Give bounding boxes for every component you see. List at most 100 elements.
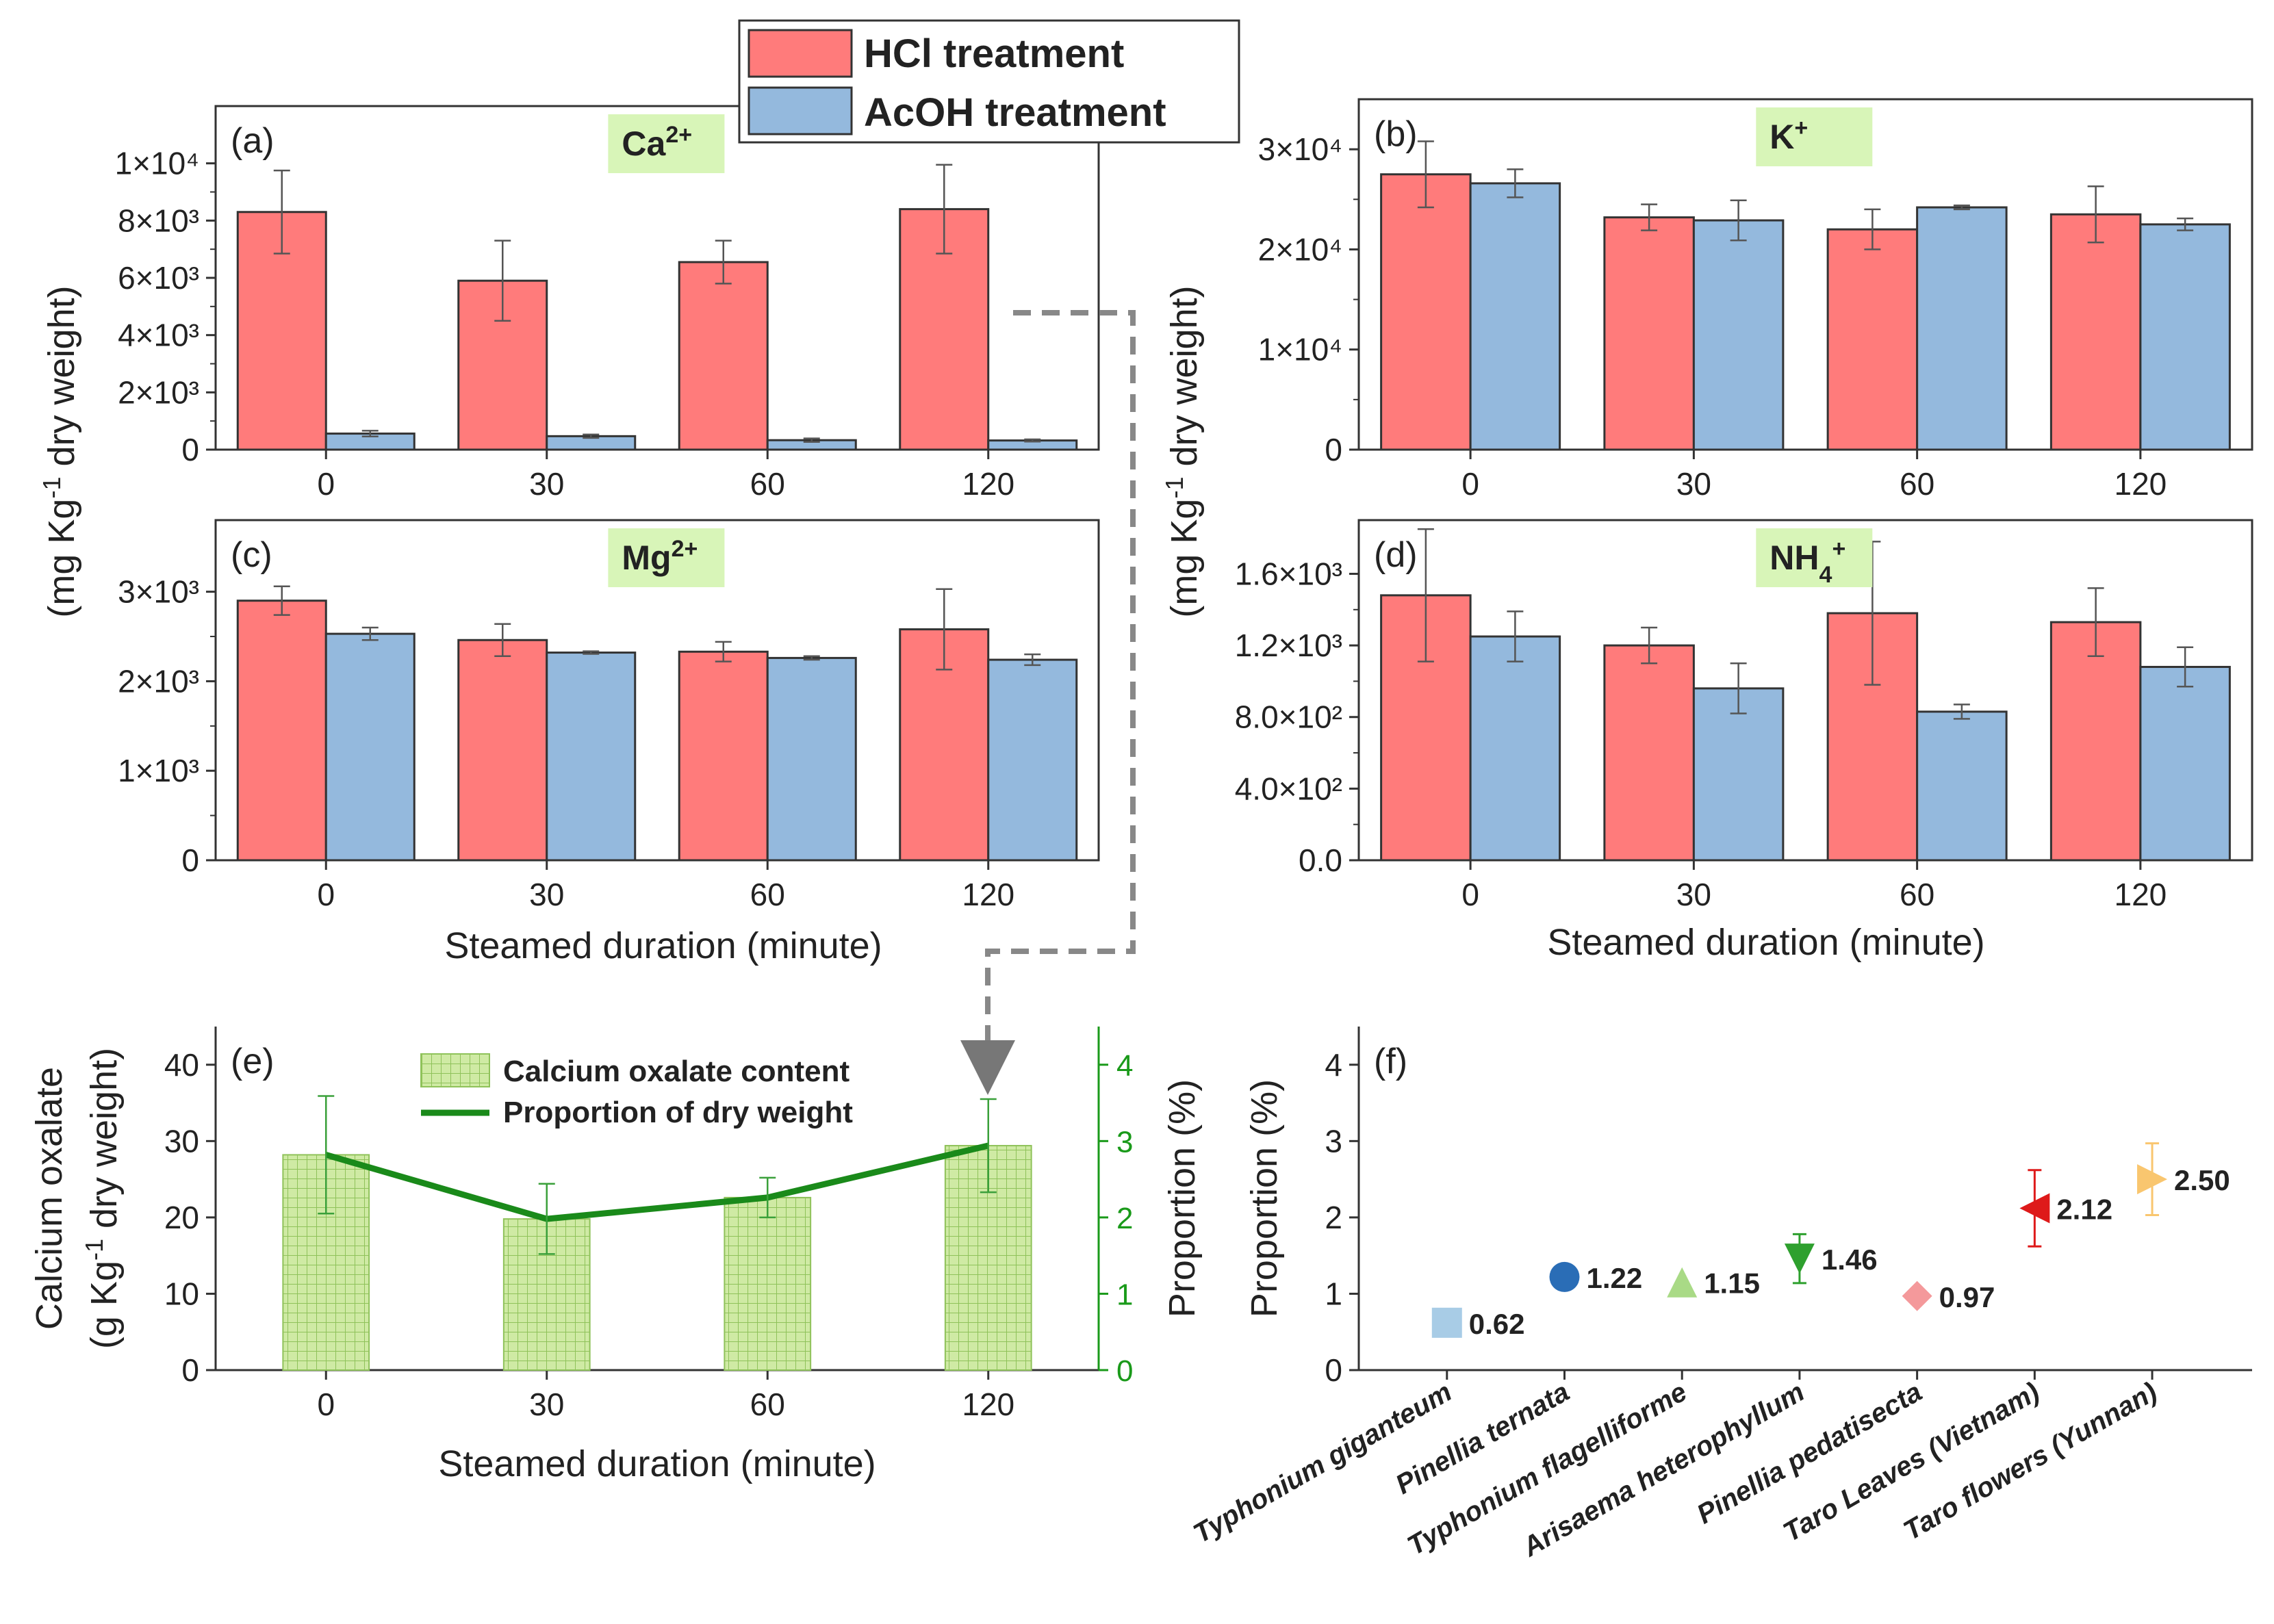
bar-acoh bbox=[987, 658, 1078, 862]
ytick-label: 3×10³ bbox=[118, 574, 199, 610]
ion-label-bg bbox=[608, 528, 725, 587]
panel-b-potassium: 0 1×10⁴ 2×10⁴ 3×10⁴ 0 30 60 120 (b) K+ bbox=[1258, 98, 2253, 502]
panel-d-frame bbox=[1357, 519, 2253, 862]
xlabel-right-block: Steamed duration (minute) bbox=[1547, 922, 1984, 963]
value-label: 0.62 bbox=[1469, 1308, 1525, 1340]
legend-swatch-acoh bbox=[748, 86, 853, 136]
xtick-label: 120 bbox=[2115, 877, 2167, 912]
ion-label-bg bbox=[1756, 528, 1873, 587]
marker-triangle-left bbox=[2019, 1193, 2050, 1224]
ytick-label: 40 bbox=[164, 1047, 199, 1083]
value-label: 2.50 bbox=[2174, 1164, 2230, 1196]
ytick-label: 0 bbox=[1325, 432, 1342, 467]
xtick-label: 30 bbox=[529, 877, 564, 912]
bar-acoh bbox=[2139, 665, 2231, 862]
ytick-label: 0 bbox=[181, 842, 199, 878]
ytick-label: 1×10⁴ bbox=[115, 146, 199, 181]
ylabel-line2: (g Kg-1 dry weight) bbox=[80, 1048, 125, 1349]
ytick-label: 8×10³ bbox=[118, 203, 199, 238]
ion-label: K+ bbox=[1770, 115, 1808, 156]
ytick-label: 1×10⁴ bbox=[1258, 332, 1342, 368]
bar-acoh bbox=[1916, 710, 2008, 862]
ytick-label: 3 bbox=[1325, 1123, 1342, 1159]
bar-acoh bbox=[1469, 182, 1561, 451]
ytick-label: 0 bbox=[181, 432, 199, 467]
bar-acoh bbox=[1916, 206, 2008, 451]
y2tick-label: 0 bbox=[1116, 1354, 1133, 1388]
ytick-label: 3×10⁴ bbox=[1258, 131, 1342, 167]
ytick-label: 8.0×10² bbox=[1235, 699, 1342, 735]
bar-hcl bbox=[678, 261, 769, 451]
xtick-label: 30 bbox=[529, 1387, 564, 1422]
value-label: 1.22 bbox=[1586, 1262, 1642, 1294]
xlabel: Steamed duration (minute) bbox=[438, 1443, 876, 1484]
ytick-label: 1×10³ bbox=[118, 753, 199, 788]
panel-label: (d) bbox=[1374, 535, 1418, 575]
panel-a-calcium: 0 2×10³ 4×10³ 6×10³ 8×10³ 1×10⁴ 0 30 60 120 (a) Ca2… bbox=[115, 105, 1100, 502]
panel-c-magnesium: 0 1×10³ 2×10³ 3×10³ 0 30 60 120 (c) Mg2+ bbox=[118, 519, 1100, 912]
ion-label: Mg2+ bbox=[622, 536, 698, 577]
bar-acoh bbox=[546, 652, 637, 862]
bar-acoh bbox=[1469, 635, 1561, 862]
bar-hcl bbox=[899, 208, 990, 451]
ylabel: Proportion (%) bbox=[1244, 1079, 1285, 1317]
legend-label-acoh: AcOH treatment bbox=[864, 90, 1166, 135]
xtick-label: 30 bbox=[529, 466, 564, 502]
right-ylabel: (mg Kg-1 dry weight) bbox=[1160, 285, 1205, 617]
bar-hcl bbox=[2049, 213, 2142, 451]
y2tick-label: 3 bbox=[1116, 1125, 1133, 1159]
ytick-label: 6×10³ bbox=[118, 260, 199, 296]
left-ylabel: (mg Kg-1 dry weight) bbox=[38, 285, 83, 617]
xtick-label: 30 bbox=[1676, 466, 1711, 502]
xtick-label: 60 bbox=[1900, 877, 1934, 912]
panel-label: (f) bbox=[1374, 1042, 1407, 1081]
ytick-label: 4.0×10² bbox=[1235, 771, 1342, 806]
bar-hcl bbox=[1380, 173, 1472, 451]
value-label: 1.15 bbox=[1704, 1267, 1760, 1300]
panel-b-frame bbox=[1357, 98, 2253, 451]
ytick-label: 30 bbox=[164, 1123, 199, 1159]
y2tick-label: 4 bbox=[1116, 1049, 1133, 1083]
panel-label: (c) bbox=[231, 535, 272, 575]
top-legend: HCl treatment AcOH treatment bbox=[738, 19, 1240, 144]
connector-arrow bbox=[960, 310, 1136, 1095]
ytick-label: 1 bbox=[1325, 1276, 1342, 1311]
bar-hcl bbox=[236, 600, 327, 862]
xtick-label: 120 bbox=[962, 877, 1014, 912]
legend-label-oxalate: Calcium oxalate content bbox=[503, 1055, 849, 1088]
proportion-line bbox=[324, 1142, 989, 1222]
xtick-label: 60 bbox=[750, 1387, 785, 1422]
ion-label: NH4+ bbox=[1770, 536, 1845, 588]
xtick-label: 0 bbox=[1461, 466, 1479, 502]
xtick-label: 60 bbox=[1900, 466, 1934, 502]
bar-hcl bbox=[1826, 228, 1919, 451]
value-label: 1.46 bbox=[1822, 1243, 1878, 1276]
panel-label: (b) bbox=[1374, 114, 1418, 154]
xtick-label: 30 bbox=[1676, 877, 1711, 912]
ytick-label: 0 bbox=[181, 1352, 199, 1388]
panel-d-ammonium: 0.0 4.0×10² 8.0×10² 1.2×10³ 1.6×10³ 0 30 60 120 (… bbox=[1235, 519, 2253, 912]
xtick-label: 60 bbox=[750, 877, 785, 912]
bar-hcl bbox=[457, 639, 548, 862]
bar-hcl bbox=[678, 650, 769, 862]
panel-label: (e) bbox=[231, 1042, 274, 1081]
legend-swatch-hcl bbox=[748, 29, 853, 78]
ytick-label: 2×10⁴ bbox=[1258, 231, 1342, 267]
ytick-label: 2×10³ bbox=[118, 663, 199, 699]
ytick-label: 0 bbox=[1325, 1352, 1342, 1388]
ytick-label: 4×10³ bbox=[118, 318, 199, 353]
ion-label: Ca2+ bbox=[622, 122, 692, 163]
y2tick-label: 1 bbox=[1116, 1278, 1133, 1311]
bar-acoh bbox=[1692, 219, 1785, 451]
ion-label-bg bbox=[1756, 107, 1873, 166]
ytick-label: 2×10³ bbox=[118, 374, 199, 410]
ylabel-line1: Calcium oxalate bbox=[29, 1067, 70, 1330]
ytick-label: 0.0 bbox=[1299, 842, 1342, 878]
marker-square bbox=[1431, 1307, 1462, 1338]
bar-calcium-oxalate bbox=[724, 1196, 812, 1371]
ion-label-bg bbox=[608, 114, 725, 173]
ytick-label: 10 bbox=[164, 1276, 199, 1311]
